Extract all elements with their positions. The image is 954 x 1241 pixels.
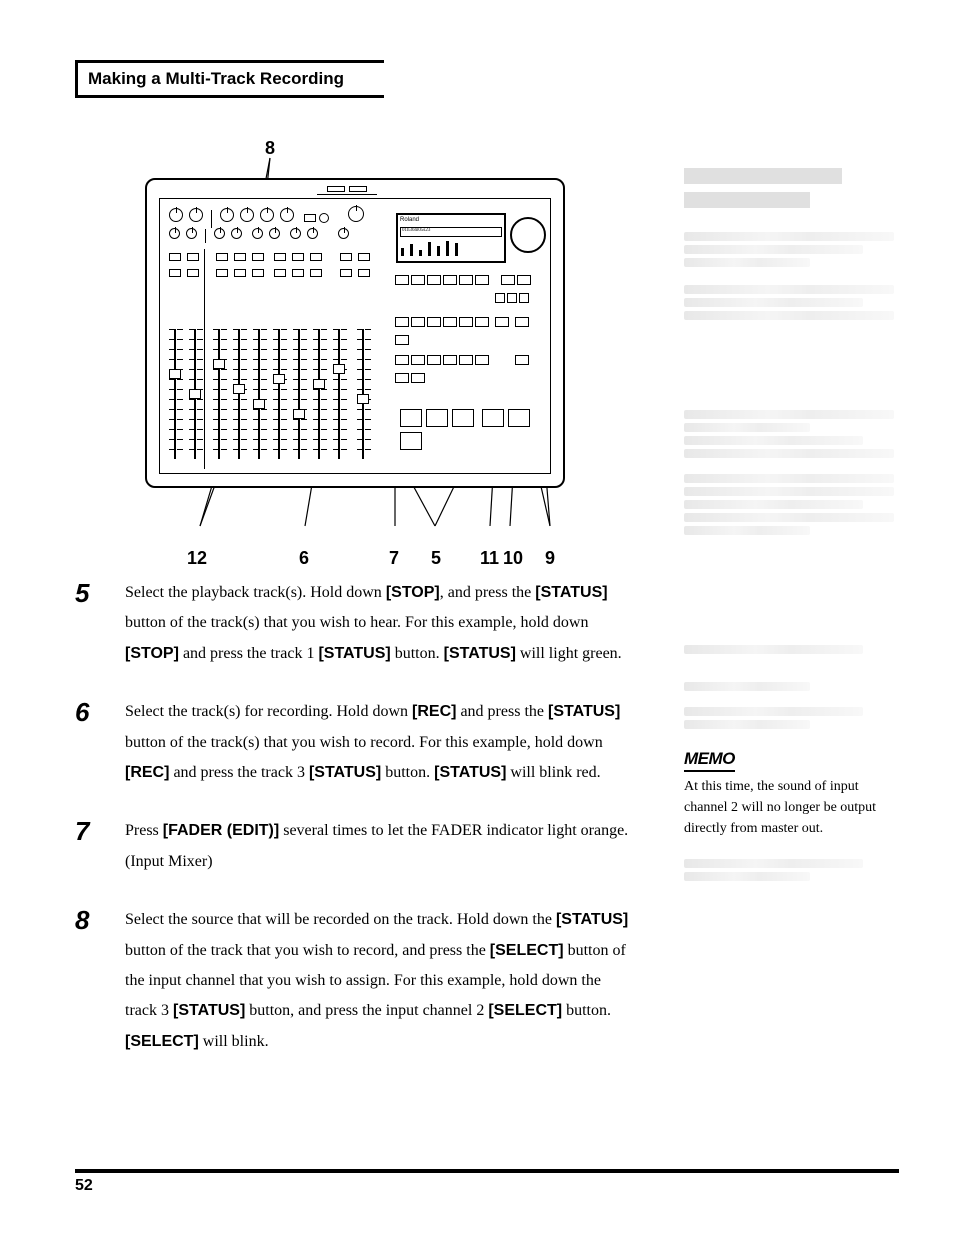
callout-7: 7 [389,548,399,569]
memo-box: MEMO At this time, the sound of input ch… [684,749,894,839]
lcd-brand: Roland [400,217,419,223]
fader-strip [250,329,268,459]
step-8: 8 Select the source that will be recorde… [75,905,630,1057]
fader-area: /*placeholder*/ [166,329,386,469]
device-body: /*placeholder*/ Roland 01h36m05s23 [145,178,565,488]
knob-row-1 [166,205,367,228]
btn-grid-2 [394,315,544,389]
callout-9: 9 [545,548,555,569]
page-footer: 52 [75,1169,899,1195]
right-panel: Roland 01h36m05s23 [394,205,544,465]
btn-grid-1 [394,273,532,291]
transport-controls [398,409,544,455]
callout-6: 6 [299,548,309,569]
fader-strip [290,329,308,459]
step-text: Select the track(s) for recording. Hold … [125,697,630,788]
fader-strip [354,329,372,459]
step-number: 8 [75,905,105,1057]
memo-text: At this time, the sound of input channel… [684,776,894,839]
callout-5: 5 [431,548,441,569]
ghost-block-4 [684,859,894,881]
fader-strip [330,329,348,459]
step-number: 5 [75,578,105,669]
fader-strip [270,329,288,459]
callout-10: 10 [503,548,523,569]
step-7: 7 Press [FADER (EDIT)] several times to … [75,816,630,877]
jog-wheel [510,217,546,253]
fader-strip [166,329,184,459]
ghost-block-3 [684,645,894,729]
step-text: Select the source that will be recorded … [125,905,630,1057]
step-text: Select the playback track(s). Hold down … [125,578,630,669]
device-diagram: 8 [135,138,575,548]
lcd-screen: Roland 01h36m05s23 [396,213,506,263]
device-top-strip [267,186,503,196]
fader-strip [210,329,228,459]
step-number: 6 [75,697,105,788]
page: Making a Multi-Track Recording 8 [0,0,954,1241]
callout-12: 12 [187,548,207,569]
knob-row-2 [166,227,352,245]
ghost-block-2 [684,410,894,535]
step-5: 5 Select the playback track(s). Hold dow… [75,578,630,669]
main-column: 8 [75,128,630,1085]
section-header: Making a Multi-Track Recording [75,60,384,98]
callout-11: 11 [480,548,499,569]
step-number: 7 [75,816,105,877]
memo-label: MEMO [684,749,735,772]
fader-strip [230,329,248,459]
page-number: 52 [75,1177,93,1194]
ghost-block-1 [684,168,894,320]
step-6: 6 Select the track(s) for recording. Hol… [75,697,630,788]
device-panel: /*placeholder*/ Roland 01h36m05s23 [159,198,551,474]
side-column: MEMO At this time, the sound of input ch… [684,128,894,885]
callout-8: 8 [265,138,275,159]
fader-strip [186,329,204,459]
button-row-2 [166,265,373,283]
step-text: Press [FADER (EDIT)] several times to le… [125,816,630,877]
fader-strip [310,329,328,459]
btn-grid-1b [394,291,530,309]
